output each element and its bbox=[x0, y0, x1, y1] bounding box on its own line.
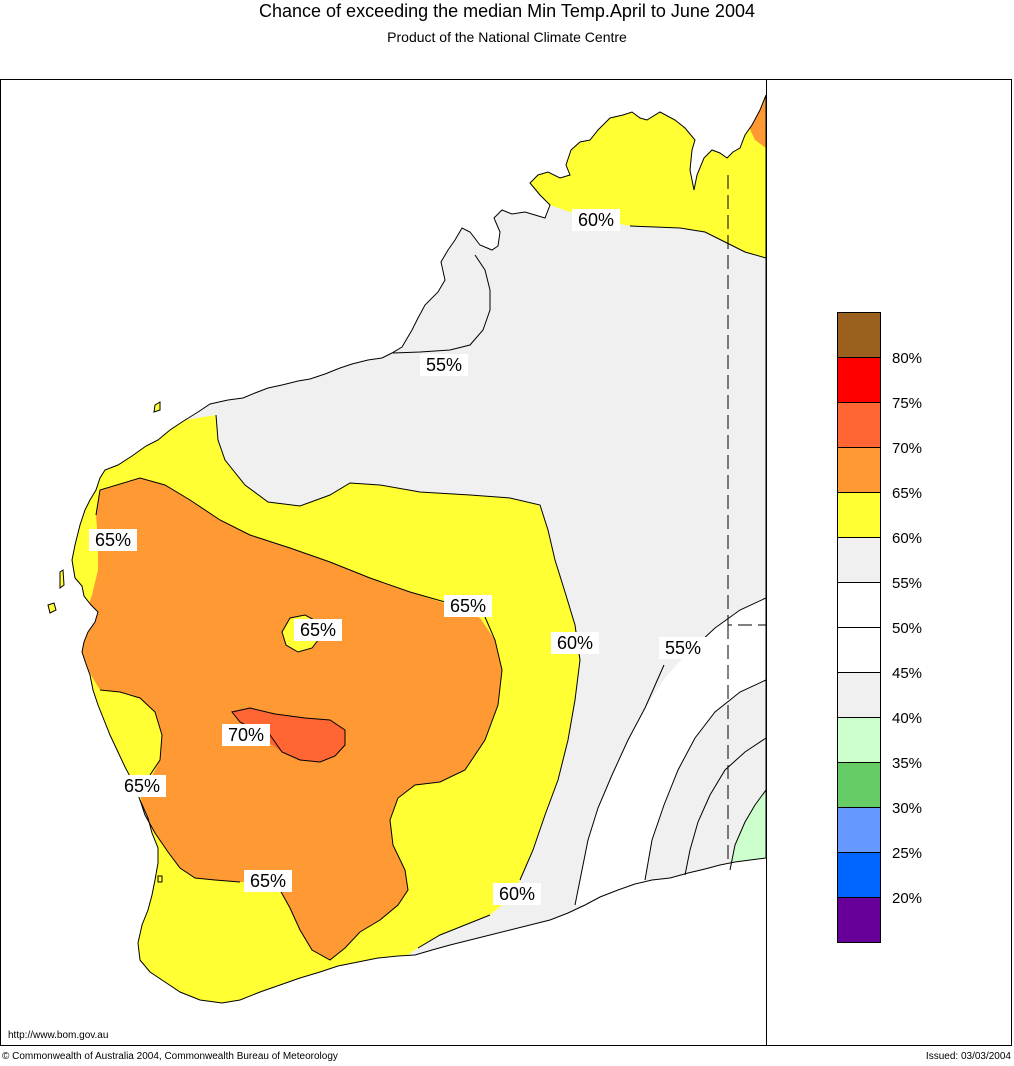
contour-label-text: 65% bbox=[250, 871, 286, 891]
contour-label: 60% bbox=[572, 209, 620, 231]
footer-copyright: © Commonwealth of Australia 2004, Common… bbox=[2, 1051, 338, 1062]
contour-label: 65% bbox=[89, 529, 137, 551]
contour-label: 65% bbox=[444, 595, 492, 617]
legend-label: 70% bbox=[892, 440, 923, 457]
zone-orange-ne bbox=[748, 95, 766, 148]
contour-label-text: 55% bbox=[665, 638, 701, 658]
legend-color-bar bbox=[837, 312, 881, 943]
legend-swatch bbox=[837, 672, 881, 718]
contour-label: 65% bbox=[244, 870, 292, 892]
contour-label: 65% bbox=[118, 775, 166, 797]
contour-label-text: 65% bbox=[300, 620, 336, 640]
legend-divider bbox=[766, 79, 767, 1046]
contour-label: 55% bbox=[420, 354, 468, 376]
legend-swatch bbox=[837, 357, 881, 403]
zone-green bbox=[730, 790, 766, 870]
legend-label: 55% bbox=[892, 575, 923, 592]
legend-swatch bbox=[837, 447, 881, 493]
contour-label-text: 70% bbox=[228, 725, 264, 745]
island-shape bbox=[47, 602, 57, 614]
legend-swatch bbox=[837, 897, 881, 943]
contour-label: 55% bbox=[659, 637, 707, 659]
contour-label-text: 60% bbox=[557, 633, 593, 653]
island-shape bbox=[157, 875, 163, 883]
map-canvas: 60% 55% 65% 65% 65% 60% 55% 70% 65% 65% 60% bbox=[47, 94, 766, 1004]
legend-label: 80% bbox=[892, 350, 923, 367]
contour-label-text: 55% bbox=[426, 355, 462, 375]
island-shape bbox=[59, 569, 65, 589]
legend-swatch bbox=[837, 312, 881, 358]
contour-label-text: 65% bbox=[450, 596, 486, 616]
legend-label: 40% bbox=[892, 710, 923, 727]
map-title: Chance of exceeding the median Min Temp.… bbox=[259, 1, 755, 21]
legend-label: 75% bbox=[892, 395, 923, 412]
contour-label-text: 60% bbox=[578, 210, 614, 230]
legend-label: 45% bbox=[892, 665, 923, 682]
contour-label: 70% bbox=[222, 724, 270, 746]
legend-label: 30% bbox=[892, 800, 923, 817]
footer-url[interactable]: http://www.bom.gov.au bbox=[8, 1030, 109, 1041]
legend-swatch bbox=[837, 852, 881, 898]
contour-label: 60% bbox=[551, 632, 599, 654]
zone-grey2 bbox=[645, 680, 766, 880]
map-frame bbox=[0, 79, 1012, 1046]
legend-label: 20% bbox=[892, 890, 923, 907]
contour-label: 65% bbox=[294, 619, 342, 641]
legend-swatch bbox=[837, 402, 881, 448]
legend-swatch bbox=[837, 807, 881, 853]
legend-label: 25% bbox=[892, 845, 923, 862]
legend-swatch bbox=[837, 537, 881, 583]
legend-label: 50% bbox=[892, 620, 923, 637]
island-shape bbox=[153, 401, 161, 413]
legend-label: 60% bbox=[892, 530, 923, 547]
legend-swatch bbox=[837, 627, 881, 673]
legend-swatch bbox=[837, 717, 881, 763]
contour-label: 60% bbox=[493, 883, 541, 905]
contour-label-text: 65% bbox=[95, 530, 131, 550]
legend-swatch bbox=[837, 492, 881, 538]
legend-label: 35% bbox=[892, 755, 923, 772]
contour-label-text: 65% bbox=[124, 776, 160, 796]
footer-issued-date: Issued: 03/03/2004 bbox=[925, 1051, 1011, 1062]
contour-label-text: 60% bbox=[499, 884, 535, 904]
legend-swatch bbox=[837, 762, 881, 808]
map-subtitle: Product of the National Climate Centre bbox=[387, 29, 627, 45]
legend-label: 65% bbox=[892, 485, 923, 502]
zone-red bbox=[232, 708, 345, 762]
legend-swatch bbox=[837, 582, 881, 628]
